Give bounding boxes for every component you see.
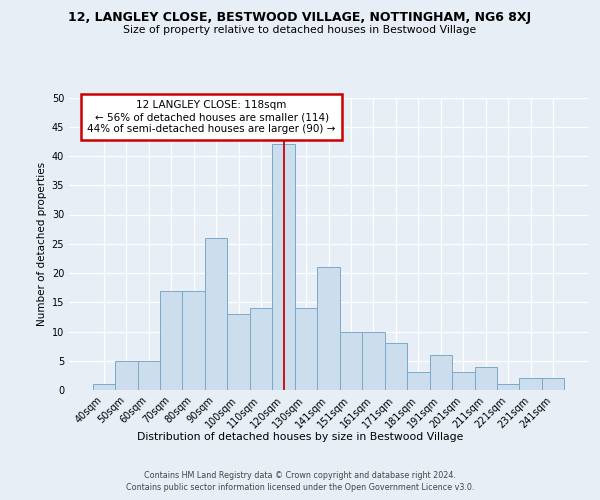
Bar: [340, 332, 362, 390]
Text: 12, LANGLEY CLOSE, BESTWOOD VILLAGE, NOTTINGHAM, NG6 8XJ: 12, LANGLEY CLOSE, BESTWOOD VILLAGE, NOT…: [68, 11, 532, 24]
Text: Contains public sector information licensed under the Open Government Licence v3: Contains public sector information licen…: [126, 484, 474, 492]
Text: 12 LANGLEY CLOSE: 118sqm
← 56% of detached houses are smaller (114)
44% of semi-: 12 LANGLEY CLOSE: 118sqm ← 56% of detach…: [88, 100, 336, 134]
Bar: [317, 267, 340, 390]
Bar: [362, 332, 385, 390]
Bar: [272, 144, 295, 390]
Bar: [385, 343, 407, 390]
Text: Distribution of detached houses by size in Bestwood Village: Distribution of detached houses by size …: [137, 432, 463, 442]
Text: Contains HM Land Registry data © Crown copyright and database right 2024.: Contains HM Land Registry data © Crown c…: [144, 471, 456, 480]
Bar: [295, 308, 317, 390]
Bar: [160, 290, 182, 390]
Bar: [542, 378, 565, 390]
Bar: [475, 366, 497, 390]
Bar: [205, 238, 227, 390]
Bar: [407, 372, 430, 390]
Bar: [430, 355, 452, 390]
Bar: [497, 384, 520, 390]
Bar: [452, 372, 475, 390]
Bar: [250, 308, 272, 390]
Bar: [137, 361, 160, 390]
Bar: [115, 361, 137, 390]
Bar: [182, 290, 205, 390]
Bar: [227, 314, 250, 390]
Text: Size of property relative to detached houses in Bestwood Village: Size of property relative to detached ho…: [124, 25, 476, 35]
Bar: [92, 384, 115, 390]
Bar: [520, 378, 542, 390]
Y-axis label: Number of detached properties: Number of detached properties: [37, 162, 47, 326]
